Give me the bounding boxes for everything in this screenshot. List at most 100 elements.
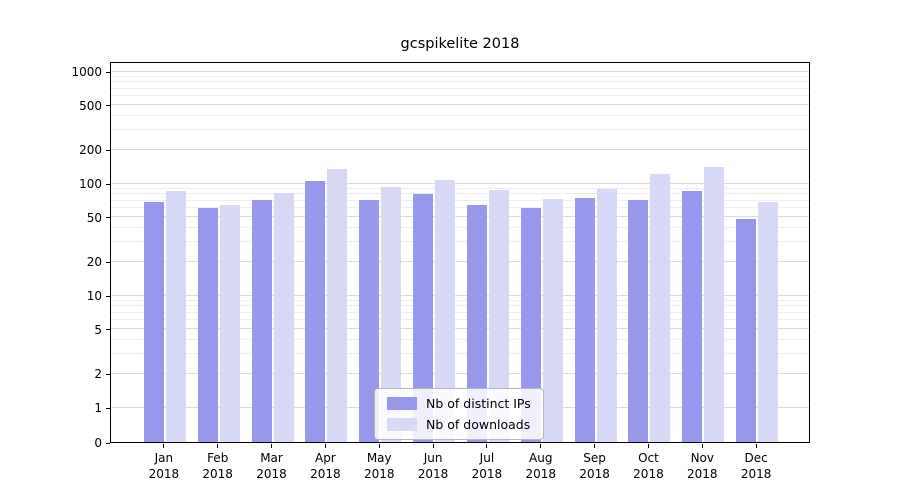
bar-downloads-sep (596, 189, 617, 442)
bar-distinct-ips-dec (736, 218, 757, 442)
legend-swatch-downloads (387, 418, 417, 431)
bar-distinct-ips-aug (520, 207, 541, 442)
bar-distinct-ips-jul (466, 205, 487, 442)
x-tick-label: Jul 2018 (471, 451, 503, 481)
bar-distinct-ips-feb (197, 207, 218, 442)
bar-distinct-ips-nov (682, 191, 703, 442)
gridline (111, 305, 809, 307)
y-tick-label: 2 (94, 367, 102, 382)
legend-swatch-distinct-ips (387, 397, 417, 410)
gridline (111, 216, 809, 218)
y-tick-label: 10 (86, 289, 102, 303)
bar-downloads-jun (435, 179, 456, 442)
x-tick-mark (594, 444, 596, 448)
gridline (111, 75, 809, 77)
x-tick-label: Oct 2018 (633, 451, 664, 481)
y-tick-mark (106, 329, 110, 331)
x-tick-label: Mar 2018 (256, 451, 287, 481)
y-tick-mark (106, 407, 110, 409)
gridline (111, 311, 809, 313)
chart-title: gcspikelite 2018 (400, 36, 520, 52)
x-tick-mark (271, 444, 273, 448)
x-tick-mark (647, 444, 649, 448)
x-tick-mark (540, 444, 542, 448)
gridline (111, 328, 809, 330)
y-tick-mark (106, 442, 110, 444)
bar-downloads-mar (273, 193, 294, 442)
y-tick-mark (106, 295, 110, 297)
bar-distinct-ips-sep (574, 198, 595, 442)
y-tick-mark (106, 183, 110, 185)
x-tick-label: Apr 2018 (310, 451, 341, 481)
bar-distinct-ips-may (359, 199, 380, 442)
bar-downloads-jul (488, 190, 509, 442)
gridline (111, 353, 809, 355)
x-tick-mark (324, 444, 326, 448)
y-tick-label: 0 (94, 436, 102, 450)
gridline (111, 115, 809, 117)
legend: Nb of distinct IPs Nb of downloads (374, 388, 544, 440)
gridline (111, 129, 809, 131)
gridline (111, 199, 809, 201)
gridline (111, 260, 809, 262)
gridline (111, 227, 809, 229)
y-tick-label: 500 (79, 98, 102, 113)
bar-downloads-nov (704, 166, 725, 442)
y-tick-label: 50 (86, 210, 102, 225)
bar-downloads-feb (219, 204, 240, 442)
gridline (111, 187, 809, 189)
bar-distinct-ips-jan (143, 201, 164, 442)
x-tick-mark (755, 444, 757, 448)
gridline (111, 87, 809, 89)
gridline (111, 148, 809, 150)
y-tick-label: 20 (86, 255, 102, 270)
x-tick-label: Jun 2018 (417, 451, 449, 481)
x-tick-label: Jan 2018 (148, 451, 180, 481)
legend-item: Nb of distinct IPs (387, 396, 531, 411)
x-tick-label: Sep 2018 (579, 451, 610, 481)
x-tick-mark (432, 444, 434, 448)
gridline (111, 193, 809, 195)
x-tick-label: Dec 2018 (740, 451, 772, 481)
y-tick-mark (106, 217, 110, 219)
gridline (111, 95, 809, 97)
y-tick-mark (106, 373, 110, 375)
bar-distinct-ips-oct (628, 200, 649, 442)
y-tick-mark (106, 71, 110, 73)
x-tick-mark (378, 444, 380, 448)
gridline (111, 207, 809, 209)
bar-downloads-jan (165, 191, 186, 442)
bar-downloads-oct (650, 174, 671, 442)
bar-distinct-ips-jun (413, 193, 434, 442)
legend-item: Nb of downloads (387, 417, 531, 432)
gridline (111, 294, 809, 296)
bar-downloads-dec (758, 201, 779, 442)
gridline (111, 104, 809, 106)
legend-label: Nb of downloads (426, 417, 531, 432)
gridline (111, 70, 809, 72)
y-tick-label: 100 (79, 177, 102, 191)
y-tick-label: 1 (94, 401, 102, 415)
x-tick-mark (701, 444, 703, 448)
gridline (111, 339, 809, 341)
plot-area (110, 62, 810, 443)
x-tick-mark (163, 444, 165, 448)
x-tick-label: Nov 2018 (687, 451, 718, 481)
bar-downloads-aug (542, 198, 563, 442)
y-tick-mark (106, 261, 110, 263)
gridline (111, 182, 809, 184)
x-tick-label: Feb 2018 (202, 451, 233, 481)
x-tick-label: May 2018 (363, 451, 395, 481)
bar-distinct-ips-mar (251, 200, 272, 442)
y-tick-mark (106, 149, 110, 151)
gridline (111, 299, 809, 301)
y-tick-label: 200 (79, 143, 102, 158)
legend-label: Nb of distinct IPs (426, 396, 531, 411)
x-tick-mark (217, 444, 219, 448)
bar-distinct-ips-apr (305, 181, 326, 442)
x-tick-mark (486, 444, 488, 448)
bar-downloads-may (381, 187, 402, 442)
gridline (111, 241, 809, 243)
y-tick-label: 1000 (71, 65, 102, 79)
